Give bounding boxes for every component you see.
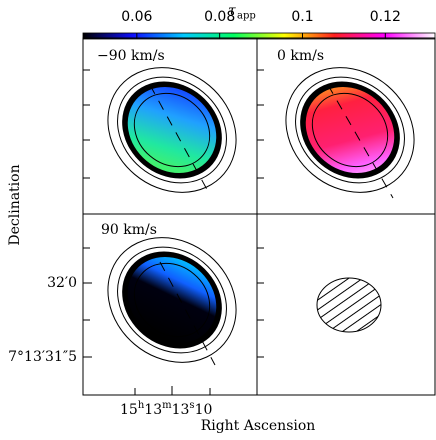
panel-label: 0 km/s: [277, 48, 324, 64]
panel-label: −90 km/s: [97, 48, 165, 64]
x-label: Right Ascension: [201, 418, 316, 434]
colorbar-tick-label: 0.12: [370, 9, 401, 25]
colorbar-label-sub: app: [237, 11, 256, 22]
y-label: Declination: [7, 164, 23, 245]
colorbar: τ app 0.06 0.08 0.1 0.12: [82, 3, 436, 40]
y-tick-label: 32′0: [47, 275, 77, 291]
colorbar-bar: [82, 32, 436, 40]
colorbar-tick-label: 0.1: [291, 9, 313, 25]
panel: [256, 213, 436, 396]
colorbar-tick-label: 0.06: [121, 9, 152, 25]
colorbar-tick-label: 0.08: [204, 9, 235, 25]
colorbar-label: τ: [228, 3, 236, 19]
panel-label: 90 km/s: [101, 222, 157, 238]
y-tick-label: 7°13′31″5: [8, 349, 77, 365]
pa-line: [149, 84, 211, 196]
map: [285, 67, 415, 193]
pa-line: [327, 84, 394, 199]
pa-line: [159, 261, 216, 366]
map: [107, 237, 237, 363]
map: [107, 67, 237, 193]
x-tick-label: 15h13m13s10: [120, 400, 212, 419]
beam: [316, 277, 382, 333]
